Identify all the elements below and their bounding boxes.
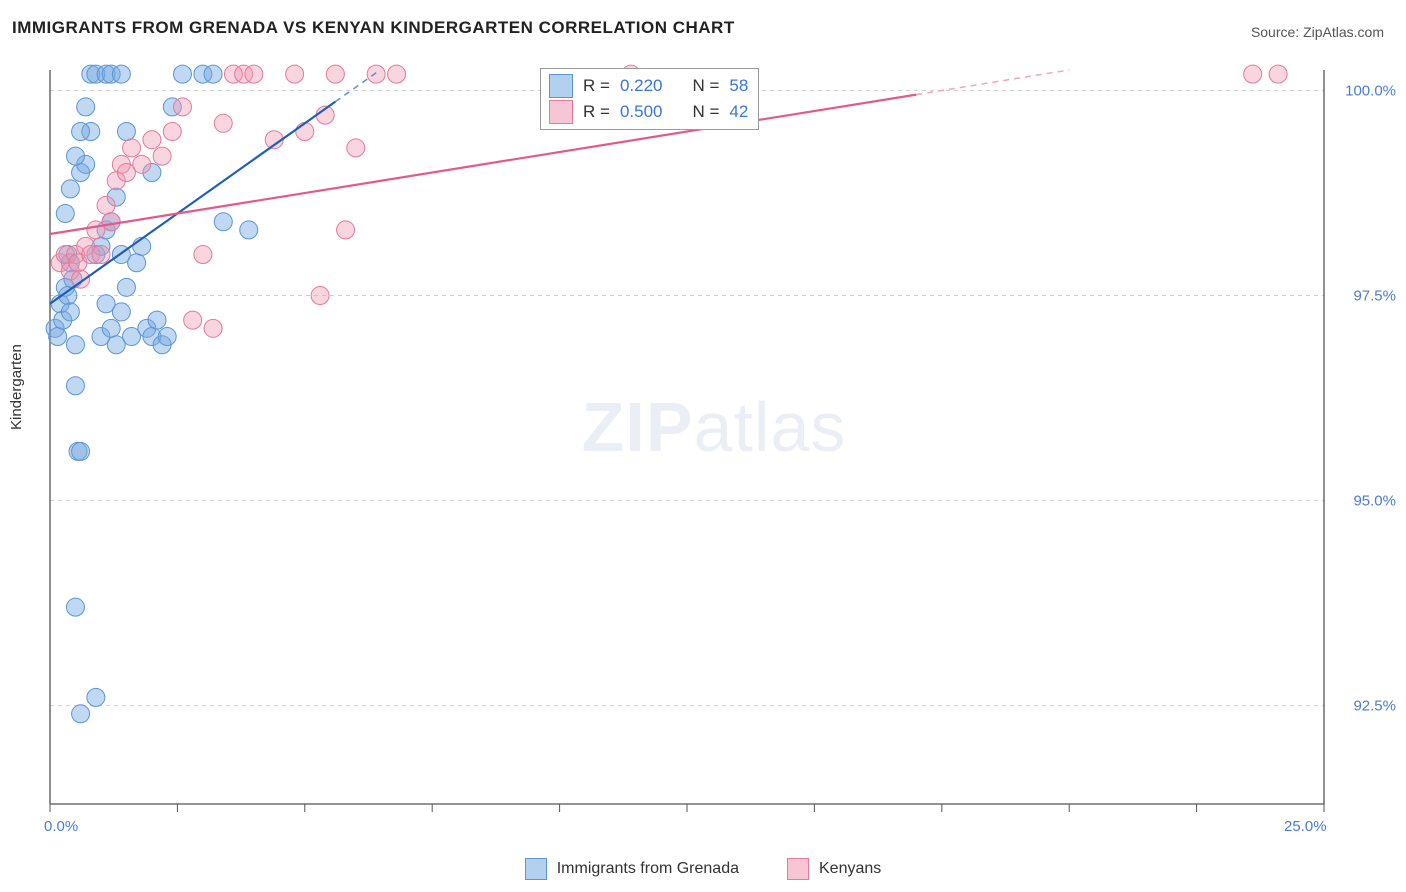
r-value: 0.220: [620, 76, 663, 96]
n-value: 42: [729, 102, 748, 122]
legend-label: Immigrants from Grenada: [557, 860, 739, 878]
stats-legend: R = 0.220 N = 58 R = 0.500 N = 42: [540, 68, 759, 130]
n-label: N =: [692, 102, 719, 122]
r-label: R =: [583, 102, 610, 122]
y-axis-label: Kindergarten: [8, 344, 25, 430]
legend-swatch: [549, 74, 573, 98]
legend-swatch: [787, 858, 809, 880]
legend-label: Kenyans: [819, 860, 881, 878]
r-label: R =: [583, 76, 610, 96]
n-value: 58: [729, 76, 748, 96]
n-label: N =: [692, 76, 719, 96]
source-text: Source: ZipAtlas.com: [1251, 24, 1384, 40]
y-tick-label: 92.5%: [1353, 697, 1396, 714]
r-value: 0.500: [620, 102, 663, 122]
legend-swatch: [549, 100, 573, 124]
legend-swatch: [525, 858, 547, 880]
chart-plot-area: ZIPatlas: [44, 62, 1384, 822]
x-tick-label: 0.0%: [44, 818, 78, 835]
chart-title: IMMIGRANTS FROM GRENADA VS KENYAN KINDER…: [12, 18, 735, 38]
y-tick-label: 95.0%: [1353, 492, 1396, 509]
x-tick-label: 25.0%: [1284, 818, 1327, 835]
chart-svg: [44, 62, 1384, 822]
y-tick-label: 100.0%: [1345, 82, 1396, 99]
bottom-legend: Immigrants from Grenada Kenyans: [0, 858, 1406, 880]
y-tick-label: 97.5%: [1353, 287, 1396, 304]
